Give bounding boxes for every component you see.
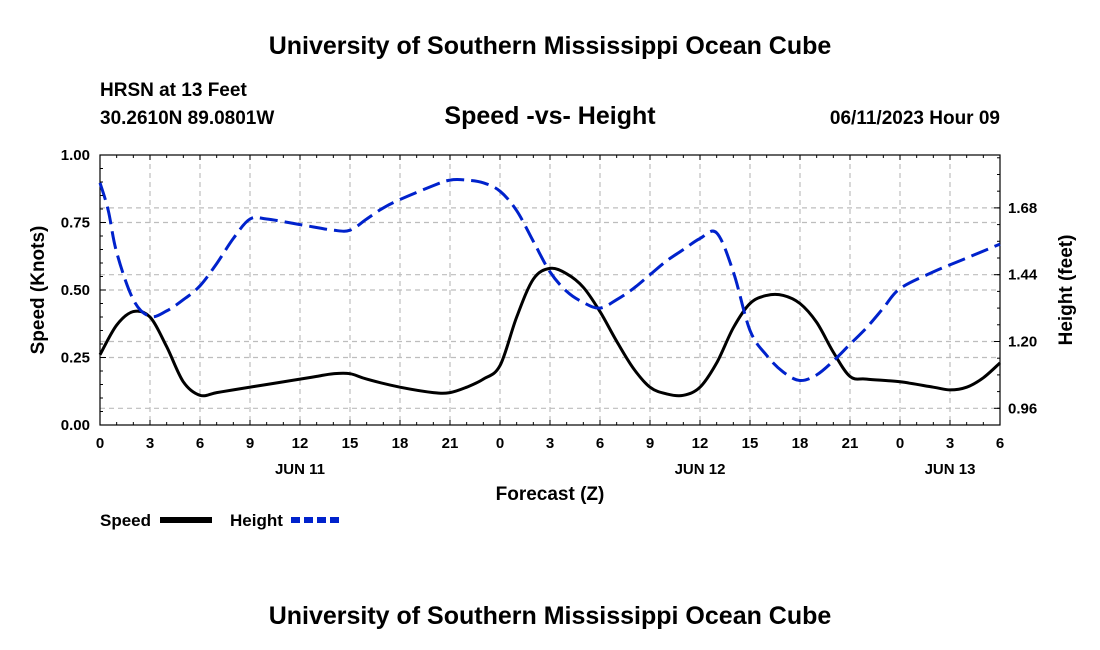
ticks-group: 0 3 6 9 12 15 18 21 0 3 6 9 12 15 18 21 0 3 6 JUN 11 JUN 12 J… — [61, 147, 1038, 478]
y-right-tick-label: 1.68 — [1008, 200, 1037, 217]
x-tick-label: 6 — [596, 435, 604, 452]
x-tick-label: 15 — [742, 435, 759, 452]
station-label: HRSN at 13 Feet — [100, 80, 247, 101]
x-tick-label: 15 — [342, 435, 359, 452]
date-label: JUN 13 — [925, 461, 976, 478]
x-tick-label: 12 — [292, 435, 309, 452]
legend-speed-label: Speed — [100, 511, 151, 530]
x-tick-label: 3 — [546, 435, 554, 452]
y-right-tick-label: 0.96 — [1008, 400, 1037, 417]
series-line-height — [98, 178, 1001, 383]
legend-height-label: Height — [230, 511, 283, 530]
grid — [100, 155, 1000, 425]
x-tick-label: 18 — [792, 435, 809, 452]
x-tick-label: 9 — [646, 435, 654, 452]
x-tick-label: 3 — [946, 435, 954, 452]
forecast-datetime: 06/11/2023 Hour 09 — [830, 108, 1000, 129]
y-left-tick-label: 0.00 — [61, 417, 90, 434]
x-tick-label: 18 — [392, 435, 409, 452]
y-axis-left-label: Speed (Knots) — [28, 226, 49, 355]
date-label: JUN 11 — [275, 461, 325, 478]
x-tick-label: 3 — [146, 435, 154, 452]
y-left-tick-label: 0.50 — [61, 282, 90, 299]
page-title: University of Southern Mississippi Ocean… — [269, 32, 832, 60]
chart-subtitle: Speed -vs- Height — [444, 102, 656, 130]
x-tick-label: 6 — [196, 435, 204, 452]
x-tick-label: 0 — [496, 435, 504, 452]
footer-title: University of Southern Mississippi Ocean… — [269, 602, 832, 630]
y-right-tick-label: 1.20 — [1008, 333, 1037, 350]
series-group — [98, 178, 1002, 398]
y-left-tick-label: 1.00 — [61, 147, 90, 164]
x-tick-label: 6 — [996, 435, 1004, 452]
station-coords: 30.2610N 89.0801W — [100, 108, 274, 129]
x-tick-label: 21 — [842, 435, 859, 452]
y-axis-right-label: Height (feet) — [1056, 235, 1077, 346]
x-tick-label: 9 — [246, 435, 254, 452]
y-left-tick-label: 0.25 — [61, 350, 90, 367]
date-label: JUN 12 — [675, 461, 726, 478]
series-line-speed — [98, 266, 1002, 398]
x-tick-label: 0 — [96, 435, 104, 452]
x-axis-label: Forecast (Z) — [496, 484, 605, 505]
x-tick-label: 12 — [692, 435, 709, 452]
legend: Speed Height — [100, 511, 343, 530]
x-tick-label: 21 — [442, 435, 459, 452]
y-right-tick-label: 1.44 — [1008, 267, 1038, 284]
x-tick-label: 0 — [896, 435, 904, 452]
y-left-tick-label: 0.75 — [61, 215, 90, 232]
